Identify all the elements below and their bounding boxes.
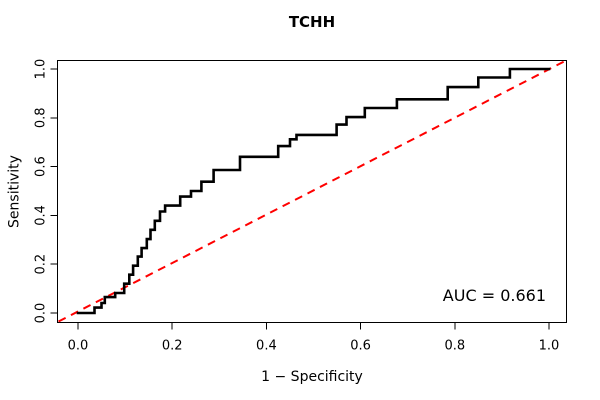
x-tick-label: 0.4 [256, 339, 277, 354]
x-tick-label: 0.6 [350, 339, 371, 354]
chart-title: TCHH [288, 13, 336, 31]
y-tick-label: 0.0 [34, 303, 49, 324]
y-tick-label: 0.8 [34, 107, 49, 128]
x-tick-label: 0.2 [162, 339, 183, 354]
y-tick-label: 0.6 [34, 156, 49, 177]
chance-diagonal-line [58, 59, 566, 323]
x-tick-label: 1.0 [539, 339, 560, 354]
x-tick-label: 0.8 [444, 339, 465, 354]
y-tick-label: 0.2 [34, 254, 49, 275]
x-axis-title: 1 − Specificity [261, 369, 363, 385]
y-tick-label: 0.4 [34, 205, 49, 226]
x-tick-label: 0.0 [68, 339, 89, 354]
y-axis-ticks: 0.0 0.2 0.4 0.6 0.8 1.0 [34, 59, 58, 324]
auc-annotation: AUC = 0.661 [442, 286, 546, 305]
x-axis-ticks: 0.0 0.2 0.4 0.6 0.8 1.0 [68, 322, 560, 354]
y-tick-label: 1.0 [34, 59, 49, 80]
y-axis-title: Sensitivity [6, 155, 23, 228]
plot-box-border [57, 60, 567, 323]
roc-curve-path [76, 67, 551, 315]
